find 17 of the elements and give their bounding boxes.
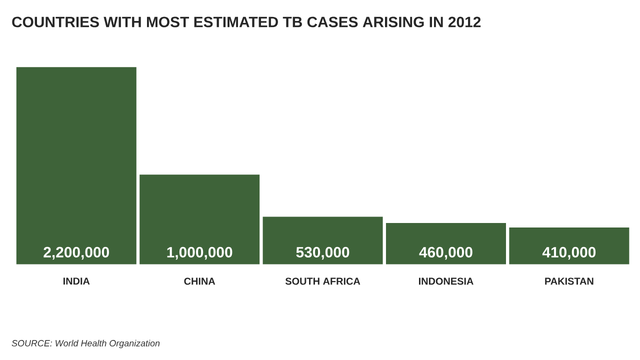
x-tick-label: PAKISTAN: [545, 278, 594, 285]
bar: [16, 67, 136, 264]
data-label: 2,200,000: [44, 246, 109, 260]
bar: [140, 174, 260, 264]
data-label: 410,000: [542, 246, 596, 260]
x-tick-label: INDONESIA: [418, 278, 474, 285]
chart-title: COUNTRIES WITH MOST ESTIMATED TB CASES ARISING IN 2012: [12, 16, 481, 28]
data-label: 460,000: [419, 246, 472, 260]
data-label: 1,000,000: [167, 246, 232, 260]
x-tick-label: INDIA: [64, 278, 90, 285]
source-note: SOURCE: World Health Organization: [12, 340, 160, 348]
bar: [509, 227, 630, 264]
x-tick-label: CHINA: [184, 278, 216, 285]
bar: [386, 222, 506, 264]
data-label: 530,000: [296, 246, 350, 260]
x-tick-label: SOUTH AFRICA: [285, 278, 360, 285]
bar: [262, 216, 383, 264]
